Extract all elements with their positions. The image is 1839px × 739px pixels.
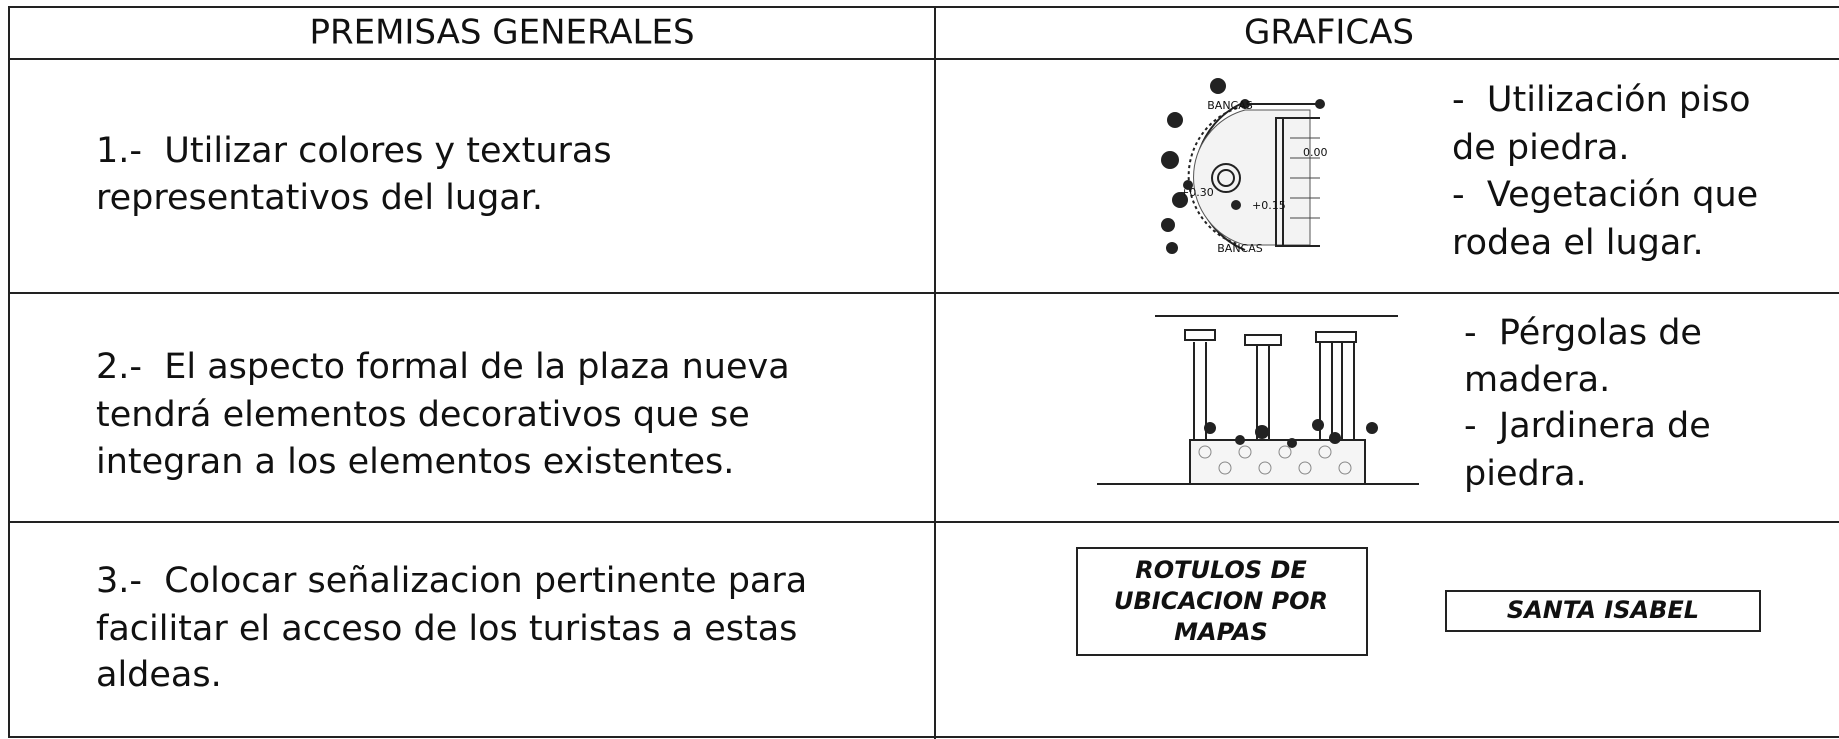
note-line: - Vegetación que bbox=[1452, 175, 1758, 215]
sign-text: ROTULOS DE bbox=[1135, 556, 1307, 584]
premise-line: facilitar el acceso de los turistas a es… bbox=[96, 609, 797, 649]
sign-box bbox=[1076, 547, 1368, 656]
sign-text: UBICACION POR bbox=[1114, 587, 1328, 615]
note-line: madera. bbox=[1464, 360, 1610, 400]
note-line: - Jardinera de bbox=[1464, 406, 1711, 446]
sign-text: SANTA ISABEL bbox=[1507, 596, 1699, 624]
note-line: - Utilización piso bbox=[1452, 80, 1751, 120]
plan-drawing: BANCAS 0.00 +0.30 +0.15 BANCAS bbox=[1161, 78, 1328, 255]
premise-line: 2.- El aspecto formal de la plaza nueva bbox=[96, 347, 790, 387]
premise-line: representativos del lugar. bbox=[96, 178, 543, 218]
pergola-drawing bbox=[1097, 315, 1419, 485]
note-line: piedra. bbox=[1464, 454, 1587, 494]
table-grid bbox=[8, 6, 1839, 739]
premise-line: 1.- Utilizar colores y texturas bbox=[96, 131, 612, 171]
sign-text: MAPAS bbox=[1174, 618, 1268, 646]
sign-box bbox=[1445, 590, 1761, 632]
premise-line: 3.- Colocar señalizacion pertinente para bbox=[96, 561, 807, 601]
drawing-label: BANCAS bbox=[1217, 242, 1263, 255]
drawing-label: +0.15 bbox=[1252, 199, 1286, 212]
premise-line: tendrá elementos decorativos que se bbox=[96, 395, 750, 435]
drawing-label: 0.00 bbox=[1303, 146, 1328, 159]
drawing-label: +0.30 bbox=[1180, 186, 1214, 199]
note-line: de piedra. bbox=[1452, 128, 1630, 168]
drawing-label: BANCAS bbox=[1207, 99, 1253, 112]
header-cell: PREMISAS GENERALES bbox=[309, 13, 694, 53]
header-cell: GRAFICAS bbox=[1244, 13, 1414, 53]
premise-line: aldeas. bbox=[96, 655, 222, 695]
note-line: rodea el lugar. bbox=[1452, 223, 1704, 263]
note-line: - Pérgolas de bbox=[1464, 313, 1702, 353]
premise-line: integran a los elementos existentes. bbox=[96, 442, 734, 482]
